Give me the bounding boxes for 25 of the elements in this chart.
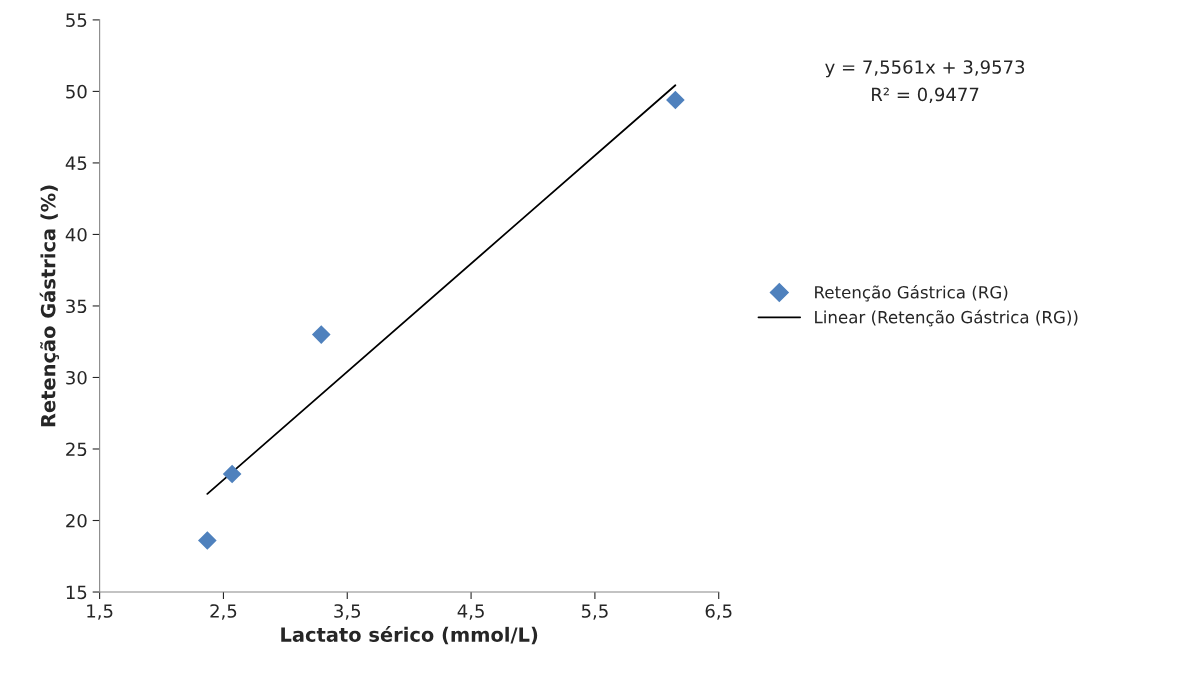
y-tick-label: 15 bbox=[66, 585, 87, 600]
legend-label: Linear (Retenção Gástrica (RG)) bbox=[815, 309, 1078, 327]
point bbox=[311, 325, 331, 344]
y-axis-title: Retenção Gástrica (%) bbox=[39, 185, 60, 427]
y-tick-label: 55 bbox=[66, 13, 87, 28]
y-tick-label: 50 bbox=[66, 84, 87, 99]
point bbox=[198, 531, 217, 550]
x-tick-label: 2,5 bbox=[210, 604, 237, 620]
y-tick-label: 20 bbox=[66, 513, 87, 528]
x-tick-label: 3,5 bbox=[334, 604, 361, 620]
x-tick-label: 1,5 bbox=[87, 604, 113, 620]
x-tick-label: 6,5 bbox=[705, 604, 732, 620]
y-tick-label: 45 bbox=[65, 156, 87, 171]
x-tick-label: 5,5 bbox=[581, 604, 608, 620]
text: y = 7,5561x + 3,9573 bbox=[825, 60, 1025, 78]
y-tick-label: 35 bbox=[66, 299, 87, 314]
x-tick-label: 4,5 bbox=[457, 604, 484, 620]
text: R² = 0,9477 bbox=[872, 87, 979, 104]
x-axis-title: Lactato sérico (mmol/L) bbox=[281, 626, 538, 645]
point bbox=[666, 90, 685, 110]
legend-label: Retenção Gástrica (RG) bbox=[815, 284, 1008, 302]
point bbox=[222, 464, 242, 484]
y-tick-label: 30 bbox=[66, 370, 87, 385]
y-tick-label: 25 bbox=[66, 442, 87, 457]
y-tick-label: 40 bbox=[65, 227, 87, 242]
